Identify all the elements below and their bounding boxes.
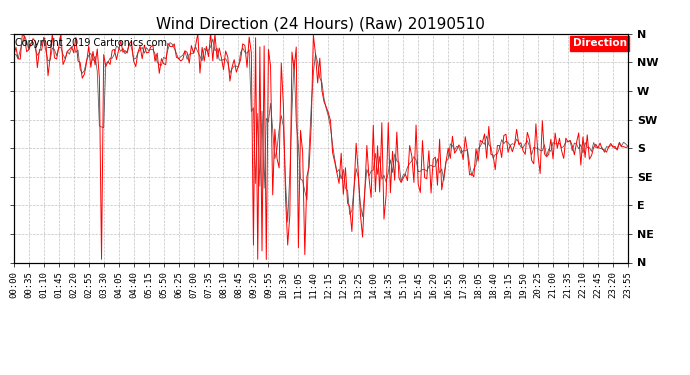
Title: Wind Direction (24 Hours) (Raw) 20190510: Wind Direction (24 Hours) (Raw) 20190510 xyxy=(157,16,485,31)
Text: Copyright 2019 Cartronics.com: Copyright 2019 Cartronics.com xyxy=(15,38,167,48)
Text: Direction: Direction xyxy=(573,38,627,48)
